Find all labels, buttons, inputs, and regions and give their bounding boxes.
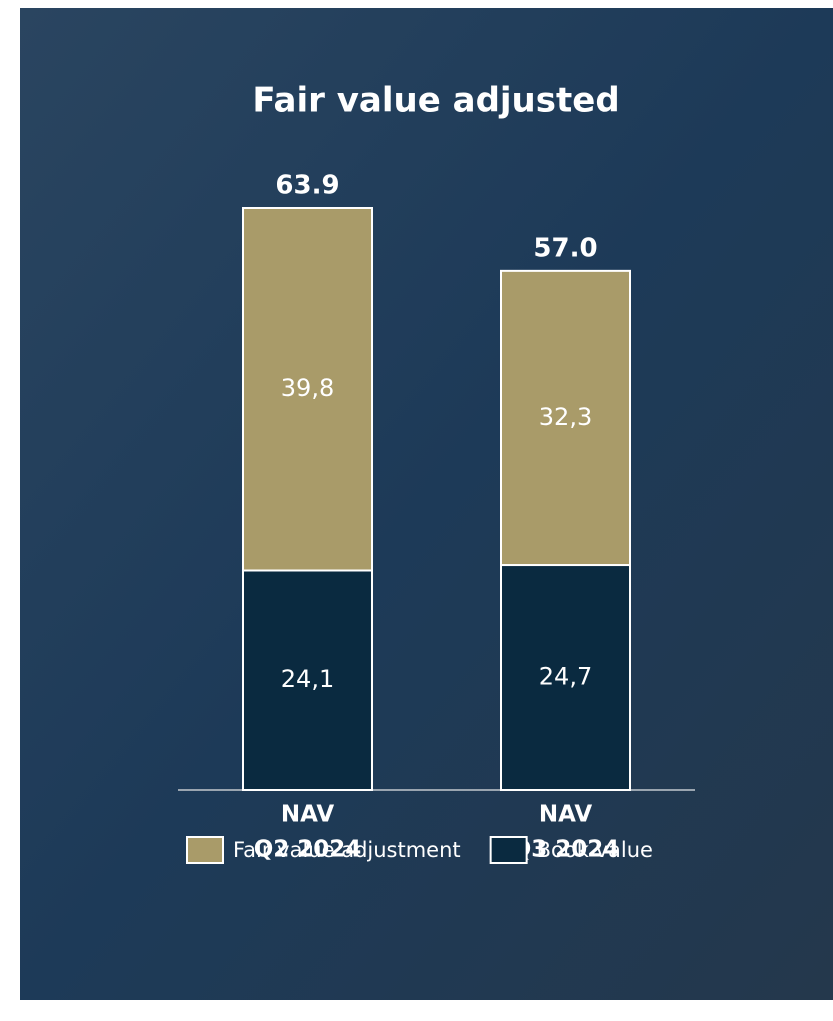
chart: Fair value adjusted 24,139,863.9NAVQ2 20… — [0, 0, 833, 1021]
total-label: 57.0 — [533, 233, 597, 263]
page: Fair value adjusted 24,139,863.9NAVQ2 20… — [0, 0, 833, 1021]
x-tick-label: NAV — [539, 802, 592, 828]
value-label: 32,3 — [539, 403, 592, 431]
total-label: 63.9 — [275, 171, 339, 201]
chart-title: Fair value adjusted — [252, 81, 619, 121]
value-label: 39,8 — [281, 374, 334, 402]
legend-swatch — [187, 837, 223, 863]
legend-swatch — [491, 837, 527, 863]
x-tick-label: NAV — [281, 802, 334, 828]
value-label: 24,1 — [281, 665, 334, 693]
legend-label: Fair value adjustment — [233, 838, 461, 862]
legend-label: Book value — [537, 838, 653, 862]
value-label: 24,7 — [539, 663, 592, 691]
